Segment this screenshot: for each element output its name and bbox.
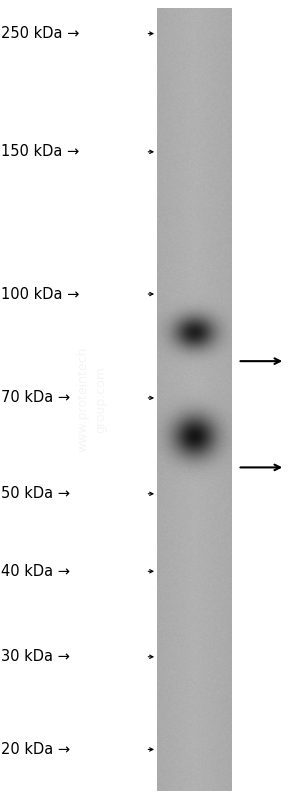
Text: 50 kDa →: 50 kDa →	[1, 487, 71, 501]
Text: 250 kDa →: 250 kDa →	[1, 26, 80, 41]
Text: 40 kDa →: 40 kDa →	[1, 564, 71, 578]
Text: 20 kDa →: 20 kDa →	[1, 742, 71, 757]
Text: 30 kDa →: 30 kDa →	[1, 650, 70, 664]
Text: 100 kDa →: 100 kDa →	[1, 287, 80, 301]
Text: 70 kDa →: 70 kDa →	[1, 391, 71, 405]
Text: www.proteintech
group.com: www.proteintech group.com	[77, 347, 108, 452]
Text: 150 kDa →: 150 kDa →	[1, 145, 80, 159]
